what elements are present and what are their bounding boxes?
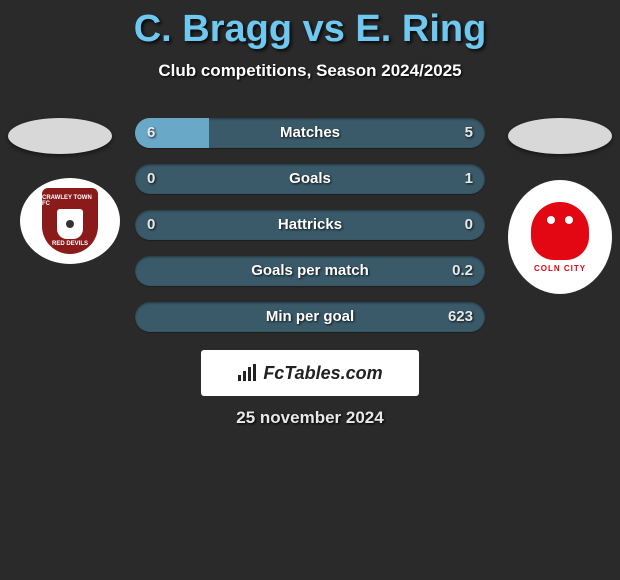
bars-icon xyxy=(237,364,257,382)
crest-right-text: COLN CITY xyxy=(534,264,586,273)
club-crest-right: COLN CITY xyxy=(508,180,612,294)
stat-value-left: 0 xyxy=(147,164,155,194)
crest-left-shield xyxy=(57,209,83,239)
player-photo-right xyxy=(508,118,612,154)
crest-left-top-text: CRAWLEY TOWN FC xyxy=(42,195,98,207)
player-photo-left xyxy=(8,118,112,154)
stat-row: Hattricks0 0 xyxy=(135,210,485,240)
stat-label: Goals xyxy=(135,164,485,194)
stat-value-right: 0 xyxy=(465,210,473,240)
imp-icon xyxy=(531,202,589,260)
crest-left-badge: CRAWLEY TOWN FC RED DEVILS xyxy=(42,188,98,254)
stat-value-right: 0.2 xyxy=(452,256,473,286)
page-title: C. Bragg vs E. Ring xyxy=(0,0,620,51)
comparison-card: C. Bragg vs E. Ring Club competitions, S… xyxy=(0,0,620,580)
stat-bars: Matches65Goals01Hattricks00Goals per mat… xyxy=(135,118,485,348)
subtitle: Club competitions, Season 2024/2025 xyxy=(0,61,620,81)
brand-badge: FcTables.com xyxy=(201,350,419,396)
stat-value-right: 623 xyxy=(448,302,473,332)
stat-label: Min per goal xyxy=(135,302,485,332)
stat-value-left: 6 xyxy=(147,118,155,148)
stat-label: Goals per match xyxy=(135,256,485,286)
stat-row: Min per goal623 xyxy=(135,302,485,332)
crest-right-badge: COLN CITY xyxy=(520,192,600,282)
stat-value-right: 5 xyxy=(465,118,473,148)
date-text: 25 november 2024 xyxy=(0,408,620,428)
crest-left-bottom-text: RED DEVILS xyxy=(52,241,88,247)
brand-text: FcTables.com xyxy=(263,363,382,384)
stat-value-left: 0 xyxy=(147,210,155,240)
stat-label: Matches xyxy=(135,118,485,148)
stat-value-right: 1 xyxy=(465,164,473,194)
stat-row: Goals0 1 xyxy=(135,164,485,194)
stat-row: Goals per match0.2 xyxy=(135,256,485,286)
stat-label: Hattricks xyxy=(135,210,485,240)
ball-icon xyxy=(66,220,74,228)
club-crest-left: CRAWLEY TOWN FC RED DEVILS xyxy=(20,178,120,264)
stat-row: Matches6 5 xyxy=(135,118,485,148)
